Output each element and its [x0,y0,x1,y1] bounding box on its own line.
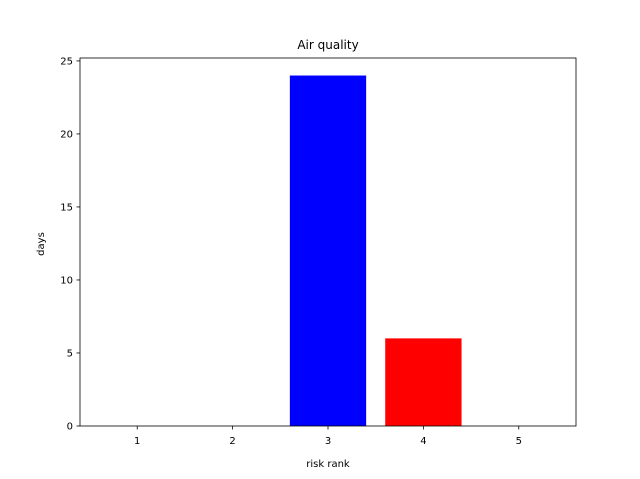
x-tick-label: 3 [325,436,331,447]
y-tick-label: 5 [67,348,73,359]
y-axis-ticks: 0 5 10 15 20 25 [60,56,80,433]
bars [289,75,462,427]
x-axis-label: risk rank [306,459,350,470]
x-tick-label: 1 [134,436,140,447]
chart-title: Air quality [297,38,358,52]
plot-frame [79,57,577,427]
y-tick-label: 15 [60,202,73,213]
y-tick-label: 0 [67,422,73,433]
x-axis-ticks: 1 2 3 4 5 [134,426,522,447]
y-tick-label: 10 [60,275,73,286]
bar-3 [289,75,367,427]
x-tick-label: 2 [229,436,235,447]
y-tick-label: 25 [60,56,73,67]
bar-4 [385,338,462,426]
x-tick-label: 5 [516,436,522,447]
y-tick-label: 20 [60,129,73,140]
y-axis-label: days [36,232,47,256]
x-tick-label: 4 [420,436,426,447]
